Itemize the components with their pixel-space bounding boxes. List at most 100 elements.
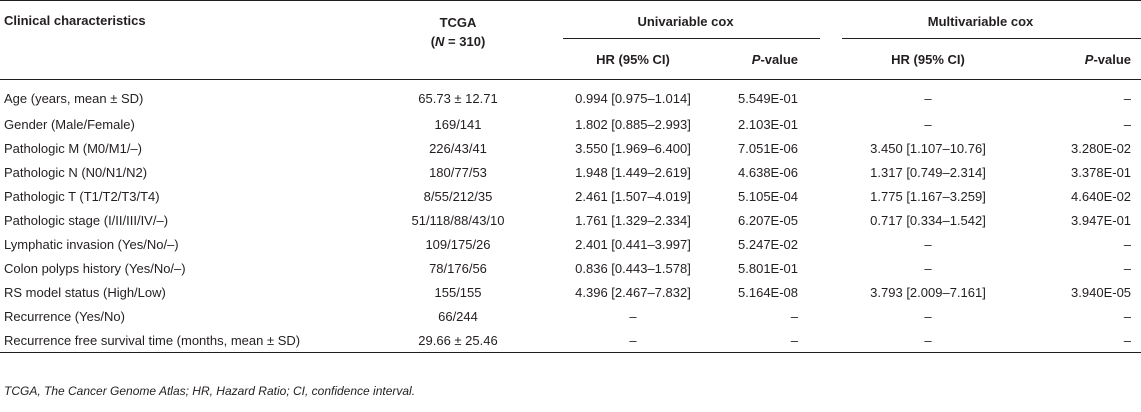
cell-univariable-pvalue: 7.051E-06 xyxy=(738,140,799,156)
cell-tcga-value: 155/155 xyxy=(434,284,482,300)
cell-multivariable-pvalue: – xyxy=(1123,90,1132,106)
table-row: RS model status (High/Low) 155/155 4.396 [… xyxy=(0,280,1141,304)
table-row: Lymphatic invasion (Yes/No/–) 109/175/26 2… xyxy=(0,232,1141,256)
header-multi-p-suffix: -value xyxy=(1093,51,1132,67)
cell-tcga-value: 66/244 xyxy=(438,308,478,324)
cell-univariable-pvalue: 6.207E-05 xyxy=(738,212,799,228)
table-row: Recurrence free survival time (months, m… xyxy=(0,328,1141,353)
cell-clinical-label: RS model status (High/Low) xyxy=(4,284,166,300)
cell-multivariable-pvalue: 3.280E-02 xyxy=(1071,140,1132,156)
cell-multivariable-hr: – xyxy=(924,236,932,252)
table-row: Recurrence (Yes/No) 66/244 – – – – xyxy=(0,304,1141,328)
cell-univariable-pvalue: 5.801E-01 xyxy=(738,260,799,276)
header-multi-p-italic: P xyxy=(1084,51,1094,67)
header-tcga-prefix: ( xyxy=(430,34,436,49)
table-header: Clinical characteristics TCGA (N = 310) … xyxy=(0,0,1141,80)
cell-clinical-label: Gender (Male/Female) xyxy=(4,116,135,132)
cell-clinical-label: Pathologic N (N0/N1/N2) xyxy=(4,164,148,180)
cell-tcga-value: 78/176/56 xyxy=(429,260,487,276)
cell-univariable-pvalue: – xyxy=(715,328,821,353)
header-multi-hr: HR (95% CI) xyxy=(820,39,1037,80)
cell-clinical-label: Lymphatic invasion (Yes/No/–) xyxy=(4,236,179,252)
cell-multivariable-pvalue: 4.640E-02 xyxy=(1071,188,1132,204)
cell-univariable-hr: 1.948 [1.449–2.619] xyxy=(575,164,691,180)
header-tcga-count: = 310) xyxy=(444,34,486,49)
table-body: Age (years, mean ± SD) 65.73 ± 12.71 0.994… xyxy=(0,80,1141,353)
cell-clinical-label: Age (years, mean ± SD) xyxy=(4,90,144,106)
cell-clinical-label: Recurrence free survival time (months, m… xyxy=(0,328,365,353)
table-row: Age (years, mean ± SD) 65.73 ± 12.71 0.994… xyxy=(0,80,1141,113)
cell-tcga-value: 180/77/53 xyxy=(429,164,487,180)
cell-univariable-hr: 0.836 [0.443–1.578] xyxy=(575,260,691,276)
cell-clinical-label: Pathologic T (T1/T2/T3/T4) xyxy=(4,188,160,204)
cell-clinical-label: Pathologic stage (I/II/III/IV/–) xyxy=(4,212,169,228)
header-multi-pvalue: P-value xyxy=(1036,39,1141,80)
cell-multivariable-pvalue: – xyxy=(1036,328,1141,353)
cell-multivariable-hr: 0.717 [0.334–1.542] xyxy=(870,212,986,228)
univariable-underline xyxy=(563,38,821,39)
cell-univariable-pvalue: 5.164E-08 xyxy=(738,284,799,300)
header-uni-hr: HR (95% CI) xyxy=(551,39,715,80)
table-row: Pathologic T (T1/T2/T3/T4) 8/55/212/35 2.4… xyxy=(0,184,1141,208)
cell-tcga-value: 29.66 ± 25.46 xyxy=(365,328,551,353)
cell-univariable-hr: 4.396 [2.467–7.832] xyxy=(575,284,691,300)
header-tcga-title: TCGA xyxy=(439,15,477,30)
header-clinical-label: Clinical characteristics xyxy=(4,13,146,28)
cell-multivariable-hr: – xyxy=(820,328,1037,353)
multivariable-underline xyxy=(842,38,1141,39)
cell-multivariable-pvalue: – xyxy=(1123,236,1132,252)
cell-multivariable-pvalue: – xyxy=(1123,116,1132,132)
table-row: Colon polyps history (Yes/No/–) 78/176/56… xyxy=(0,256,1141,280)
cell-univariable-hr: 2.401 [0.441–3.997] xyxy=(575,236,691,252)
cell-tcga-value: 8/55/212/35 xyxy=(423,188,493,204)
cell-univariable-pvalue: 5.549E-01 xyxy=(738,90,799,106)
cell-clinical-label: Colon polyps history (Yes/No/–) xyxy=(4,260,186,276)
results-table-container: Clinical characteristics TCGA (N = 310) … xyxy=(0,0,1141,353)
cell-univariable-hr: 1.802 [0.885–2.993] xyxy=(575,116,691,132)
table-row: Gender (Male/Female) 169/141 1.802 [0.885–… xyxy=(0,112,1141,136)
cell-univariable-hr: – xyxy=(629,308,637,324)
cell-tcga-value: 51/118/88/43/10 xyxy=(411,212,505,228)
header-clinical-characteristics: Clinical characteristics xyxy=(0,0,365,80)
cell-multivariable-hr: 1.775 [1.167–3.259] xyxy=(870,188,986,204)
header-multivariable-label: Multivariable cox xyxy=(927,13,1034,29)
cell-multivariable-hr: 1.317 [0.749–2.314] xyxy=(870,164,986,180)
cell-multivariable-hr: – xyxy=(924,116,932,132)
cell-univariable-hr: 1.761 [1.329–2.334] xyxy=(575,212,691,228)
cell-multivariable-pvalue: 3.378E-01 xyxy=(1071,164,1132,180)
header-multivariable-cox: Multivariable cox xyxy=(820,0,1141,39)
cell-tcga-value: 169/141 xyxy=(434,116,482,132)
header-univariable-cox: Univariable cox xyxy=(551,0,821,39)
header-uni-p-suffix: -value xyxy=(760,51,799,67)
cell-univariable-pvalue: 4.638E-06 xyxy=(738,164,799,180)
cell-tcga-value: 226/43/41 xyxy=(429,140,487,156)
cell-multivariable-pvalue: – xyxy=(1123,308,1132,324)
cell-univariable-hr: – xyxy=(551,328,715,353)
cell-univariable-pvalue: – xyxy=(790,308,799,324)
cell-multivariable-pvalue: – xyxy=(1123,260,1132,276)
header-univariable-label: Univariable cox xyxy=(637,13,734,29)
cell-univariable-hr: 3.550 [1.969–6.400] xyxy=(575,140,691,156)
cell-clinical-label: Pathologic M (M0/M1/–) xyxy=(4,140,142,156)
cell-clinical-label: Recurrence (Yes/No) xyxy=(4,308,125,324)
cell-tcga-value: 65.73 ± 12.71 xyxy=(418,90,498,106)
cell-multivariable-hr: 3.793 [2.009–7.161] xyxy=(870,284,986,300)
cell-univariable-pvalue: 2.103E-01 xyxy=(738,116,799,132)
cell-tcga-value: 109/175/26 xyxy=(425,236,491,252)
header-uni-p-italic: P xyxy=(751,51,761,67)
header-multi-hr-label: HR (95% CI) xyxy=(891,51,965,67)
cox-regression-table: Clinical characteristics TCGA (N = 310) … xyxy=(0,0,1141,353)
cell-univariable-hr: 0.994 [0.975–1.014] xyxy=(575,90,691,106)
cell-univariable-pvalue: 5.247E-02 xyxy=(738,236,799,252)
cell-multivariable-hr: – xyxy=(924,90,932,106)
header-tcga-n: N xyxy=(435,34,445,49)
cell-multivariable-pvalue: 3.940E-05 xyxy=(1071,284,1132,300)
cell-univariable-pvalue: 5.105E-04 xyxy=(738,188,799,204)
cell-multivariable-hr: 3.450 [1.107–10.76] xyxy=(870,140,986,156)
cell-multivariable-pvalue: 3.947E-01 xyxy=(1071,212,1132,228)
header-uni-pvalue: P-value xyxy=(715,39,821,80)
cell-univariable-hr: 2.461 [1.507–4.019] xyxy=(575,188,691,204)
cell-multivariable-hr: – xyxy=(924,260,932,276)
header-tcga: TCGA (N = 310) xyxy=(365,0,551,80)
table-row: Pathologic N (N0/N1/N2) 180/77/53 1.948 [1… xyxy=(0,160,1141,184)
